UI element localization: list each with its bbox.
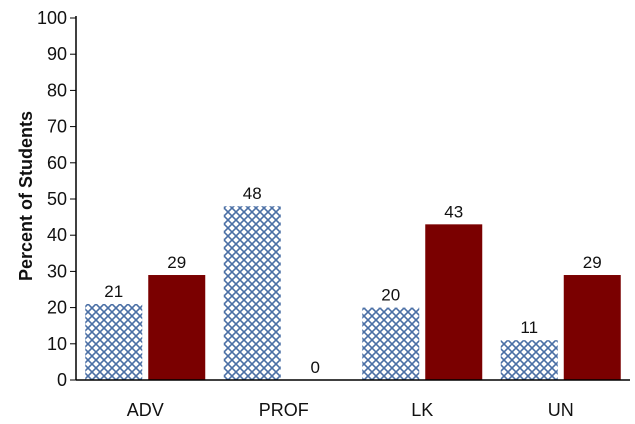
category-label-lk: LK [411, 400, 433, 420]
bar-prof-series-1 [224, 206, 281, 380]
category-labels: ADV PROF LK UN [127, 400, 574, 420]
y-tick-label: 20 [47, 298, 67, 318]
y-tick-label: 80 [47, 80, 67, 100]
y-tick-label: 100 [37, 8, 67, 28]
bar-lk-series-1 [362, 308, 419, 380]
data-label: 21 [104, 282, 123, 301]
y-tick-label: 30 [47, 261, 67, 281]
y-tick-label: 0 [57, 370, 67, 390]
bar-adv-series-1 [85, 304, 142, 380]
y-tick-label: 40 [47, 225, 67, 245]
y-axis-title: Percent of Students [16, 111, 36, 281]
category-label-prof: PROF [259, 400, 309, 420]
bar-adv-series-2 [148, 275, 205, 380]
data-label: 20 [381, 286, 400, 305]
y-tick-label: 50 [47, 189, 67, 209]
category-label-un: UN [548, 400, 574, 420]
y-tick-label: 70 [47, 117, 67, 137]
data-label: 48 [243, 184, 262, 203]
y-tick-label: 60 [47, 153, 67, 173]
data-label: 29 [583, 253, 602, 272]
y-axis-ticks: 0 10 20 30 40 50 60 70 80 90 100 [37, 8, 76, 390]
bar-un-series-2 [564, 275, 621, 380]
bars [85, 206, 621, 380]
bar-lk-series-2 [425, 224, 482, 380]
data-label: 0 [311, 358, 320, 377]
y-tick-label: 10 [47, 334, 67, 354]
y-tick-label: 90 [47, 44, 67, 64]
data-label: 29 [167, 253, 186, 272]
category-label-adv: ADV [127, 400, 164, 420]
data-label: 11 [520, 318, 538, 337]
data-label: 43 [444, 202, 463, 221]
bar-un-series-1 [501, 340, 558, 380]
